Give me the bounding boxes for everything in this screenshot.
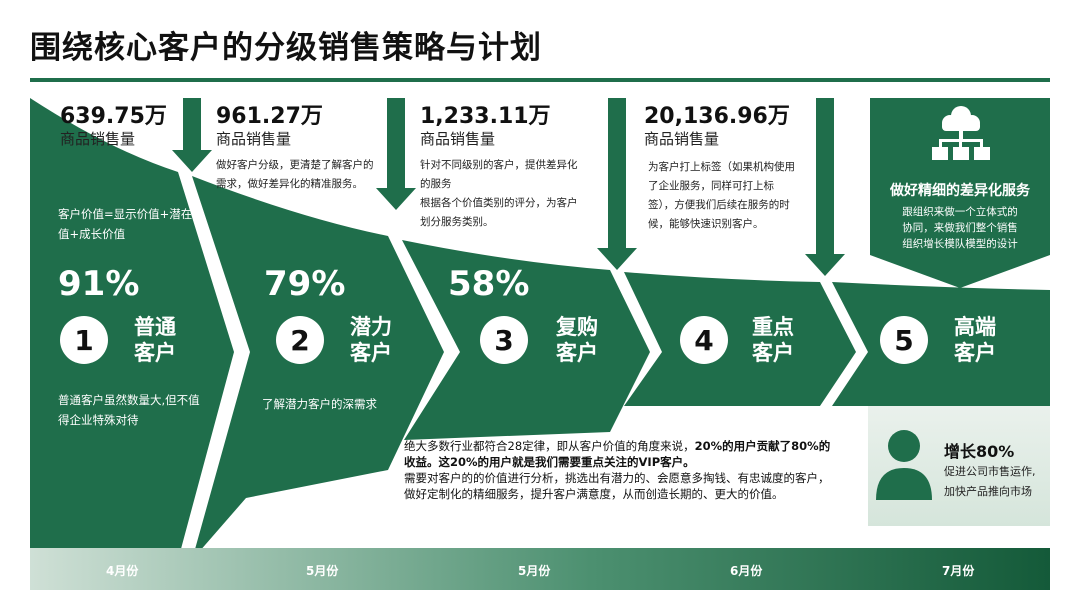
stage3-percent: 58% [448,264,530,304]
stage3-amount: 1,233.11万 [420,104,551,129]
growth-description: 促进公司市售运作,加快产品推向市场 [944,465,1036,498]
stage3-name: 复购客户 [556,315,598,365]
stage4-amount: 20,136.96万 [644,104,790,129]
page-title: 围绕核心客户的分级销售策略与计划 [30,30,542,66]
stage4-number: 4 [680,316,728,364]
summary-line-1: 绝大多数行业都符合28定律，即从客户价值的角度来说， [404,439,695,453]
cloud-network-icon [932,106,990,160]
service-panel-title: 做好精细的差异化服务 [890,183,1030,199]
stage4-amount-label: 商品销售量 [644,130,720,148]
funnel-segment-4 [624,272,856,406]
down-arrow-2 [376,98,416,210]
stage2-number: 2 [276,316,324,364]
timeline-month-2: 5月份 [306,564,339,578]
summary-line-1-bold: 20%的用户贡献了80%的收益。这20%的用户就是我们需要重点关注的VIP客户。 [404,439,831,469]
stage5-number: 5 [880,316,928,364]
service-panel [870,98,1050,288]
stage2-description: 做好客户分级，更清楚了解客户的需求，做好差异化的精准服务。 [216,159,374,190]
stage4-description: 为客户打上标签（如果机构使用了企业服务，同样可打上标签），方便我们后续在服务的时… [648,161,795,230]
service-panel-description: 跟组织来做一个立体式的协同，来做我们整个销售组织增长模队模型的设计 [902,206,1018,250]
stage2-amount: 961.27万 [216,104,323,129]
timeline-month-1: 4月份 [106,564,139,578]
timeline-month-3: 5月份 [518,564,551,578]
growth-panel [868,406,1050,526]
stage1-number: 1 [60,316,108,364]
stage3-description: 针对不同级别的客户，提供差异化的服务 根据各个价值类别的评分，为客户划分服务类别… [420,159,578,228]
stage1-name: 普通客户 [134,315,176,365]
timeline-month-5: 7月份 [942,564,975,578]
timeline-month-4: 6月份 [730,564,763,578]
stage3-amount-label: 商品销售量 [420,130,496,148]
stage2-name: 潜力客户 [350,315,392,365]
down-arrow-1 [172,98,212,172]
stage1-amount: 639.75万 [60,104,167,129]
funnel-segment-2 [192,176,444,560]
timeline-bar [30,548,1050,590]
title-divider [30,78,1050,82]
down-arrow-3 [597,98,637,270]
stage2-note: 了解潜力客户的深需求 [262,397,377,411]
summary-line-2: 需要对客户的的价值进行分析，挑选出有潜力的、会愿意多掏钱、有忠诚度的客户，做好定… [404,471,830,501]
stage1-note: 普通客户虽然数量大,但不值得企业特殊对待 [58,393,200,427]
stage2-percent: 79% [264,264,346,304]
stage1-amount-label: 商品销售量 [60,130,136,148]
stage4-name: 重点客户 [752,315,794,365]
down-arrow-4 [805,98,845,276]
stage1-value-formula: 客户价值=显示价值+潜在价值+成长价值 [58,207,204,241]
funnel-segment-1 [30,98,234,560]
user-icon [876,430,932,500]
stage5-name: 高端客户 [954,315,996,365]
stage3-number: 3 [480,316,528,364]
funnel-segment-5 [832,282,1050,406]
stage1-percent: 91% [58,264,140,304]
stage2-amount-label: 商品销售量 [216,130,292,148]
summary-paragraph: 绝大多数行业都符合28定律，即从客户价值的角度来说，20%的用户贡献了80%的收… [404,438,834,502]
growth-title: 增长80% [944,442,1015,461]
